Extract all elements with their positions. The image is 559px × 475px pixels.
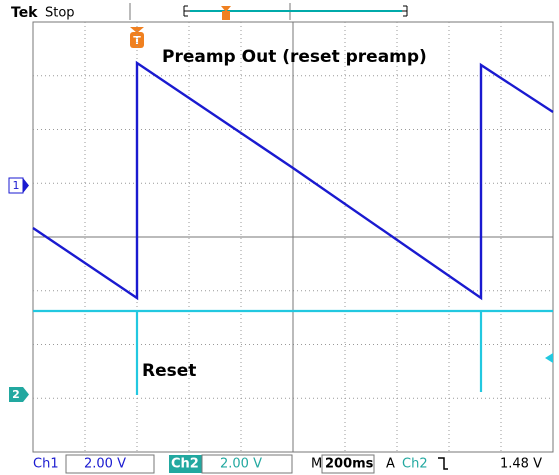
timebase-label: M — [311, 457, 322, 472]
ch2-label: Ch2 — [171, 457, 199, 472]
timebase-box — [321, 454, 375, 474]
ch2-annotation: Reset — [142, 361, 196, 381]
ch1-label: Ch1 — [33, 457, 59, 472]
ch2-label-box — [169, 455, 202, 473]
brand: Tek — [11, 5, 38, 21]
status-bar: Ch1 2.00 V Ch2 2.00 V M 200ms A Ch2 1.48… — [33, 454, 542, 474]
run-status: Stop — [45, 6, 75, 21]
ch1-annotation: Preamp Out (reset preamp) — [162, 47, 427, 67]
trigger-level: 1.48 V — [500, 457, 542, 472]
trigger-marker-label: T — [133, 34, 141, 47]
ch1-marker-label: 1 — [13, 179, 20, 192]
ch1-waveform — [32, 60, 554, 301]
ch1-scale: 2.00 V — [84, 457, 126, 472]
ch2-marker: 2 — [9, 387, 29, 402]
trigger-source: Ch2 — [402, 457, 428, 472]
ch1-marker: 1 — [8, 177, 29, 194]
ch2-waveform — [33, 309, 553, 395]
ch2-box — [201, 454, 293, 474]
trigger-position — [221, 6, 231, 20]
ch2-scale: 2.00 V — [220, 457, 262, 472]
timebase: 200ms — [325, 457, 374, 472]
trigger-mode: A — [386, 457, 395, 472]
ch2-marker-label: 2 — [12, 388, 20, 401]
trigger-level-marker — [545, 353, 553, 363]
trigger-slope — [438, 457, 448, 470]
ch1-box — [65, 454, 155, 474]
